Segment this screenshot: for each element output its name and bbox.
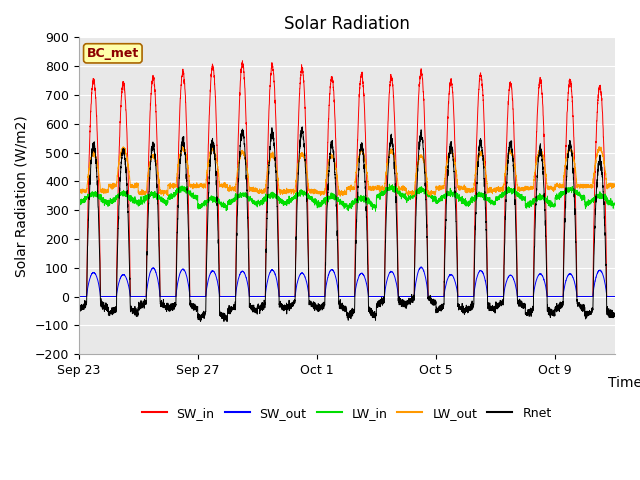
Legend: SW_in, SW_out, LW_in, LW_out, Rnet: SW_in, SW_out, LW_in, LW_out, Rnet (136, 402, 557, 424)
Y-axis label: Solar Radiation (W/m2): Solar Radiation (W/m2) (15, 115, 29, 276)
Text: BC_met: BC_met (86, 47, 139, 60)
X-axis label: Time: Time (608, 376, 640, 390)
Title: Solar Radiation: Solar Radiation (284, 15, 410, 33)
